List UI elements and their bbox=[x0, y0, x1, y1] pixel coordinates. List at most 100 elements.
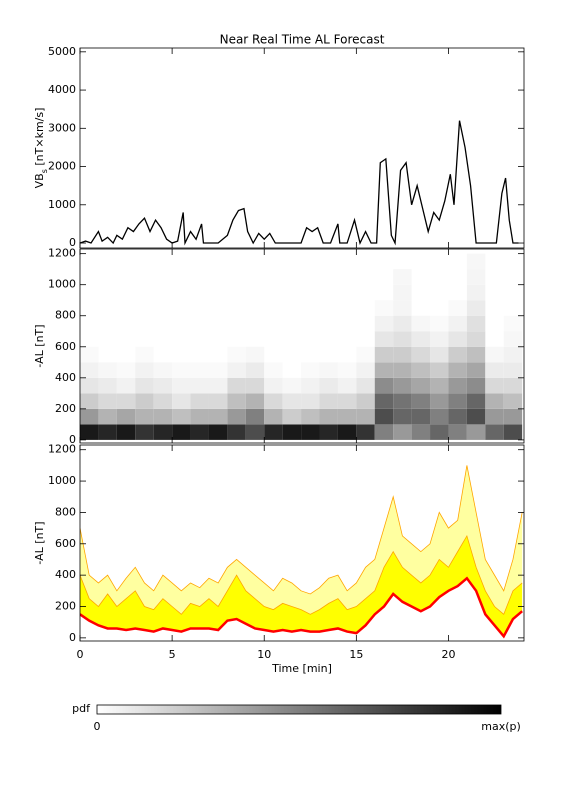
pdf-cell bbox=[466, 269, 486, 285]
pdf-cell bbox=[227, 377, 246, 394]
pdf-cell bbox=[264, 408, 283, 425]
pdf-cell bbox=[393, 284, 412, 301]
pdf-cell bbox=[264, 362, 283, 378]
y-tick-label: 0 bbox=[69, 433, 76, 446]
pdf-cell bbox=[135, 424, 154, 440]
pdf-cell bbox=[393, 408, 412, 425]
pdf-cell bbox=[374, 346, 394, 363]
pdf-cell bbox=[374, 424, 394, 440]
pdf-cell bbox=[301, 424, 320, 440]
x-tick-label: 0 bbox=[77, 648, 84, 661]
pdf-cell bbox=[430, 377, 449, 394]
y-axis-label-part: VB bbox=[33, 173, 46, 188]
y-axis-label-part: [nT×km/s] bbox=[33, 108, 46, 170]
pdf-cell bbox=[503, 377, 523, 394]
y-tick-label: 4000 bbox=[48, 83, 76, 96]
pdf-cell bbox=[116, 408, 136, 425]
pdf-cell bbox=[190, 424, 209, 440]
plot-area bbox=[80, 465, 523, 639]
pdf-cell bbox=[208, 424, 228, 440]
pdf-cell bbox=[448, 424, 467, 440]
pdf-cell bbox=[430, 315, 449, 332]
pdf-cell bbox=[135, 377, 154, 394]
pdf-cell bbox=[301, 408, 320, 425]
x-tick-label: 15 bbox=[349, 648, 363, 661]
pdf-cell bbox=[356, 408, 375, 425]
y-tick-label: 1000 bbox=[48, 278, 76, 291]
y-tick-label: 0 bbox=[69, 631, 76, 644]
pdf-cell bbox=[430, 346, 449, 363]
pdf-cell bbox=[153, 377, 173, 394]
pdf-cell bbox=[80, 408, 99, 425]
pdf-cell bbox=[245, 346, 265, 363]
pdf-cell bbox=[466, 315, 486, 332]
pdf-cell bbox=[485, 346, 504, 363]
pdf-cell bbox=[393, 269, 412, 285]
pdf-cell bbox=[282, 393, 302, 409]
pdf-cell bbox=[301, 377, 320, 394]
pdf-cell bbox=[98, 377, 117, 394]
pdf-cell bbox=[448, 408, 467, 425]
pdf-cell bbox=[245, 393, 265, 409]
pdf-cell bbox=[356, 346, 375, 363]
y-tick-label: 200 bbox=[55, 402, 76, 415]
pdf-cell bbox=[503, 408, 523, 425]
pdf-cell bbox=[503, 315, 523, 332]
pdf-cell bbox=[393, 300, 412, 316]
pdf-cell bbox=[208, 408, 228, 425]
pdf-cell bbox=[503, 346, 523, 363]
data-line bbox=[80, 120, 519, 246]
y-tick-label: 2000 bbox=[48, 160, 76, 173]
pdf-cell bbox=[430, 393, 449, 409]
pdf-cell bbox=[448, 315, 467, 332]
pdf-cell bbox=[227, 408, 246, 425]
pdf-cell bbox=[301, 393, 320, 409]
pdf-cell bbox=[319, 424, 338, 440]
pdf-cell bbox=[356, 362, 375, 378]
y-axis-label-part: s bbox=[40, 169, 49, 173]
pdf-cell bbox=[208, 393, 228, 409]
pdf-cell bbox=[411, 346, 431, 363]
pdf-cell bbox=[98, 424, 117, 440]
pdf-cell bbox=[411, 315, 431, 332]
y-tick-label: 1000 bbox=[48, 198, 76, 211]
pdf-cell bbox=[448, 346, 467, 363]
y-tick-label: 600 bbox=[55, 537, 76, 550]
y-tick-label: 800 bbox=[55, 309, 76, 322]
pdf-cell bbox=[190, 377, 209, 394]
y-tick-label: 1000 bbox=[48, 474, 76, 487]
band-edge bbox=[80, 534, 523, 616]
pdf-cell bbox=[393, 377, 412, 394]
pdf-cell bbox=[485, 377, 504, 394]
plot-area bbox=[80, 253, 523, 440]
plot-frame bbox=[79, 47, 525, 249]
pdf-cell bbox=[411, 393, 431, 409]
pdf-cell bbox=[485, 362, 504, 378]
pdf-cell bbox=[448, 300, 467, 316]
pdf-cell bbox=[466, 331, 486, 347]
y-tick-label: 400 bbox=[55, 371, 76, 384]
pdf-cell bbox=[227, 393, 246, 409]
pdf-cell bbox=[227, 362, 246, 378]
pdf-cell bbox=[466, 284, 486, 301]
pdf-cell bbox=[282, 424, 302, 440]
pdf-cell bbox=[466, 346, 486, 363]
pdf-cell bbox=[190, 393, 209, 409]
pdf-cell bbox=[337, 377, 357, 394]
pdf-cell bbox=[448, 362, 467, 378]
y-tick-label: 1200 bbox=[48, 247, 76, 260]
pdf-cell bbox=[172, 408, 191, 425]
pdf-cell bbox=[208, 362, 228, 378]
median-line bbox=[80, 576, 523, 639]
pdf-cell bbox=[448, 377, 467, 394]
pdf-cell bbox=[135, 346, 154, 363]
pdf-cell bbox=[393, 393, 412, 409]
pdf-cell bbox=[503, 362, 523, 378]
pdf-cell bbox=[337, 393, 357, 409]
pdf-cell bbox=[116, 424, 136, 440]
colorbar bbox=[96, 704, 502, 715]
pdf-cell bbox=[319, 377, 338, 394]
pdf-cell bbox=[374, 362, 394, 378]
pdf-cell bbox=[466, 408, 486, 425]
